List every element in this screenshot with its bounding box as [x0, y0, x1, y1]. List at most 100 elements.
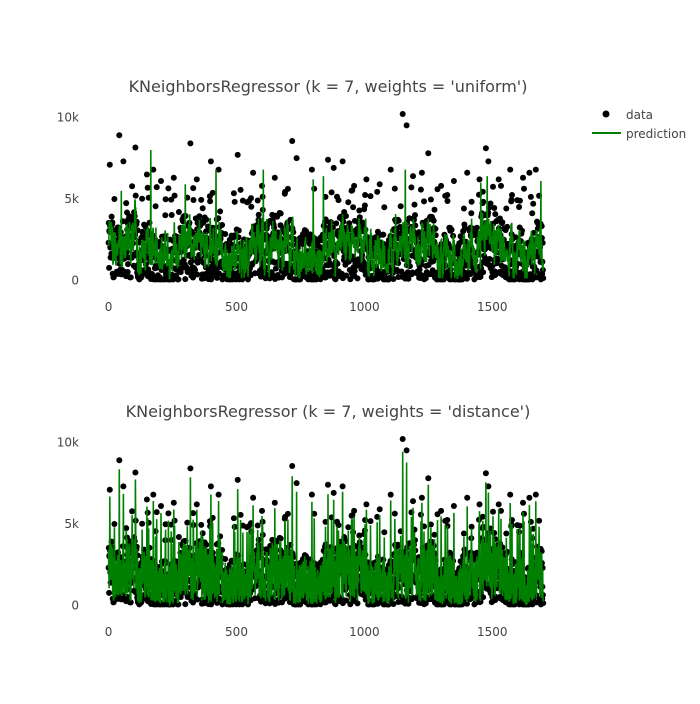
data-point [168, 212, 175, 218]
data-point [450, 178, 457, 184]
data-point [418, 494, 425, 501]
data-point [380, 231, 387, 238]
chart-title-distance: KNeighborsRegressor (k = 7, weights = 'd… [126, 402, 531, 421]
data-point [106, 486, 113, 493]
data-point [438, 507, 445, 514]
data-point [199, 205, 206, 212]
data-point [405, 275, 412, 282]
data-point [193, 501, 200, 508]
data-point [165, 510, 172, 517]
data-point [498, 182, 504, 189]
data-point [248, 195, 254, 202]
legend-data-label: data [626, 108, 653, 122]
data-point [153, 184, 160, 191]
data-point [360, 221, 367, 228]
data-point [317, 237, 324, 244]
data-point [230, 515, 237, 522]
data-point [356, 207, 363, 214]
data-point [250, 169, 257, 176]
data-point [345, 524, 352, 531]
data-point [339, 158, 346, 165]
data-point [231, 198, 238, 205]
data-point [520, 174, 526, 181]
data-point [526, 494, 533, 501]
plot-uniform [105, 111, 547, 283]
data-point [460, 530, 467, 537]
data-point [391, 185, 398, 192]
data-point [521, 510, 527, 517]
data-point [150, 166, 157, 173]
data-point [425, 150, 432, 157]
data-point [175, 276, 182, 283]
data-point [416, 266, 423, 273]
data-point [516, 522, 523, 529]
data-point [190, 185, 197, 192]
data-point [237, 186, 244, 193]
data-point [132, 144, 139, 151]
data-point [431, 206, 438, 213]
data-point [182, 601, 189, 608]
data-point [217, 208, 224, 215]
data-point [485, 158, 492, 165]
data-point [509, 192, 515, 198]
data-point [284, 185, 291, 192]
data-point [190, 274, 196, 281]
data-point [417, 186, 424, 193]
data-point [194, 596, 201, 603]
data-point [430, 217, 437, 224]
data-point [532, 166, 539, 173]
data-point [367, 193, 374, 200]
data-point [476, 176, 483, 183]
data-point [152, 203, 159, 210]
data-point [374, 228, 381, 235]
data-point [330, 489, 337, 496]
data-point [460, 205, 467, 212]
x-tick-label: 0 [105, 300, 113, 314]
legend-item-data[interactable]: data [602, 108, 654, 122]
legend-item-prediction[interactable]: prediction [592, 127, 686, 141]
data-point [139, 520, 146, 527]
x-tick-label: 1000 [349, 625, 380, 639]
legend[interactable]: data prediction [592, 108, 686, 141]
data-point [480, 269, 487, 276]
data-point [132, 192, 139, 199]
data-point [343, 213, 349, 219]
data-point [208, 276, 215, 283]
y-tick-label: 10k [57, 110, 79, 124]
data-point [476, 501, 483, 508]
data-point [193, 176, 200, 183]
data-point [482, 145, 489, 152]
data-point [209, 189, 216, 196]
data-point [363, 501, 370, 508]
data-point [536, 517, 543, 524]
data-point [120, 158, 127, 165]
data-point [125, 261, 131, 268]
data-point [450, 503, 457, 509]
data-point [248, 203, 255, 210]
data-point [158, 503, 164, 509]
data-point [259, 507, 265, 514]
data-point [448, 226, 455, 233]
data-point [403, 447, 410, 454]
data-point [277, 535, 284, 542]
data-point [234, 476, 241, 483]
data-point [495, 501, 502, 508]
legend-data-marker [602, 110, 610, 118]
data-point [408, 184, 415, 191]
data-point [289, 138, 296, 144]
data-point [165, 185, 172, 192]
data-point [499, 219, 506, 226]
data-point [203, 228, 210, 234]
data-point [158, 178, 164, 184]
data-point [345, 199, 352, 206]
data-point [350, 204, 357, 211]
data-point [198, 196, 205, 203]
data-point [516, 197, 523, 204]
data-point [492, 211, 499, 218]
y-tick-label: 0 [71, 274, 79, 288]
data-point [530, 200, 537, 207]
data-point [412, 212, 418, 219]
data-point [144, 184, 151, 191]
data-point [308, 166, 315, 173]
data-point [391, 510, 398, 517]
